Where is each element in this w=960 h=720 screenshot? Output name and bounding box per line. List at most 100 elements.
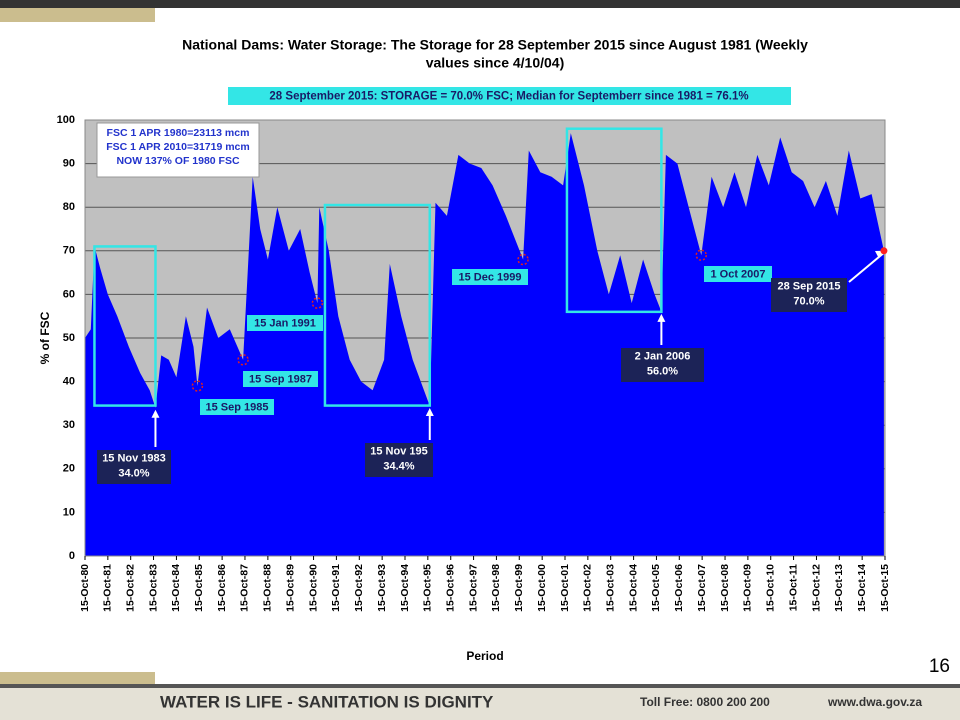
annotation-arrow bbox=[848, 252, 885, 283]
footer-text: WATER IS LIFE - SANITATION IS DIGNITY bbox=[160, 692, 494, 711]
plot-border bbox=[84, 119, 886, 557]
x-tick-label: 15-Oct-82 bbox=[124, 564, 136, 612]
annotation-box bbox=[365, 443, 433, 477]
annotation-box bbox=[247, 315, 323, 331]
annotation-text: 70.0% bbox=[793, 295, 824, 307]
x-tick-label: 15-Oct-91 bbox=[330, 564, 342, 612]
annotation-box bbox=[200, 399, 274, 415]
info-text: NOW 137% OF 1980 FSC bbox=[116, 155, 240, 167]
annotation-marker bbox=[237, 354, 249, 366]
decor bbox=[0, 8, 155, 22]
y-tick-label: 10 bbox=[63, 506, 75, 518]
toll-free: Toll Free: 0800 200 200 bbox=[640, 695, 770, 709]
annotation-box bbox=[452, 269, 528, 285]
y-tick-label: 90 bbox=[63, 158, 75, 170]
annotation-text: 15 Jan 1991 bbox=[254, 317, 316, 329]
x-tick-label: 15-Oct-12 bbox=[810, 564, 822, 612]
arrow-head bbox=[657, 313, 666, 322]
annotation-text: 2 Jan 2006 bbox=[635, 350, 691, 362]
footer-line bbox=[0, 684, 960, 688]
annotation-text: 34.0% bbox=[118, 467, 149, 479]
info-text: FSC 1 APR 1980=23113 mcm bbox=[107, 127, 250, 139]
x-tick-label: 15-Oct-99 bbox=[513, 564, 525, 612]
y-axis-label: % of FSC bbox=[38, 311, 52, 364]
x-tick-label: 15-Oct-81 bbox=[102, 564, 114, 612]
x-tick-label: 15-Oct-10 bbox=[765, 564, 777, 612]
x-tick-label: 15-Oct-80 bbox=[79, 564, 91, 612]
y-tick-label: 0 bbox=[69, 550, 75, 562]
top-bar bbox=[0, 0, 960, 8]
chart-title: values since 4/10/04) bbox=[426, 55, 565, 71]
annotation-marker bbox=[311, 297, 324, 309]
highlight-box bbox=[323, 203, 432, 407]
arrow-head bbox=[425, 408, 434, 417]
x-tick-label: 15-Oct-93 bbox=[376, 564, 388, 612]
x-tick-label: 15-Oct-94 bbox=[399, 564, 411, 612]
x-tick-label: 15-Oct-01 bbox=[559, 564, 571, 612]
annotation-box bbox=[243, 371, 318, 387]
annotation-box bbox=[704, 266, 772, 282]
x-tick-label: 15-Oct-09 bbox=[742, 564, 754, 612]
x-tick-label: 15-Oct-85 bbox=[193, 564, 205, 612]
annotation-text: 15 Sep 1985 bbox=[206, 401, 269, 413]
y-tick-label: 60 bbox=[63, 288, 75, 300]
footer-bar bbox=[0, 684, 960, 720]
page-number: 16 bbox=[929, 656, 950, 677]
annotation-box bbox=[621, 348, 704, 382]
x-tick-label: 15-Oct-95 bbox=[422, 564, 434, 612]
annotation-marker bbox=[191, 380, 204, 392]
highlight-box bbox=[565, 127, 663, 314]
y-tick-label: 40 bbox=[63, 376, 75, 388]
y-tick-label: 70 bbox=[63, 245, 75, 257]
x-tick-label: 15-Oct-83 bbox=[147, 564, 159, 612]
annotation-box bbox=[97, 450, 171, 484]
decor bbox=[0, 672, 155, 684]
x-tick-label: 15-Oct-96 bbox=[445, 564, 457, 612]
x-tick-label: 15-Oct-05 bbox=[650, 564, 662, 612]
x-tick-label: 15-Oct-88 bbox=[262, 564, 274, 612]
annotation-box bbox=[771, 278, 847, 312]
x-tick-label: 15-Oct-08 bbox=[719, 564, 731, 612]
x-tick-label: 15-Oct-87 bbox=[239, 564, 251, 612]
end-point bbox=[880, 247, 888, 255]
annotation-marker bbox=[517, 253, 529, 266]
x-tick-label: 15-Oct-92 bbox=[353, 564, 365, 612]
x-axis-label: Period bbox=[466, 649, 503, 663]
x-tick-label: 15-Oct-07 bbox=[696, 564, 708, 612]
x-tick-label: 15-Oct-02 bbox=[582, 564, 594, 612]
subtitle-box bbox=[228, 87, 791, 105]
annotation-text: 56.0% bbox=[647, 365, 678, 377]
highlight-box bbox=[93, 245, 157, 407]
x-tick-label: 15-Oct-14 bbox=[856, 564, 868, 612]
y-tick-label: 20 bbox=[63, 463, 75, 475]
annotation-marker bbox=[695, 249, 708, 261]
info-box bbox=[96, 122, 260, 178]
x-tick-label: 15-Oct-86 bbox=[216, 564, 228, 612]
info-text: FSC 1 APR 2010=31719 mcm bbox=[106, 141, 250, 153]
x-tick-label: 15-Oct-13 bbox=[833, 564, 845, 612]
annotation-text: 34.4% bbox=[383, 460, 414, 472]
website: www.dwa.gov.za bbox=[827, 695, 922, 709]
arrow-head bbox=[151, 409, 160, 418]
chart-title: National Dams: Water Storage: The Storag… bbox=[182, 37, 808, 53]
x-tick-label: 15-Oct-06 bbox=[673, 564, 685, 612]
y-tick-label: 50 bbox=[63, 332, 75, 344]
annotation-text: 15 Nov 1983 bbox=[102, 452, 166, 464]
annotation-text: 28 Sep 2015 bbox=[778, 280, 841, 292]
chart: National Dams: Water Storage: The Storag… bbox=[38, 37, 891, 663]
y-tick-label: 100 bbox=[57, 114, 75, 126]
subtitle: 28 September 2015: STORAGE = 70.0% FSC; … bbox=[269, 91, 748, 103]
annotation-text: 15 Sep 1987 bbox=[249, 373, 312, 385]
annotation-text: 1 Oct 2007 bbox=[710, 268, 765, 280]
x-tick-label: 15-Oct-89 bbox=[284, 564, 296, 612]
x-tick-label: 15-Oct-03 bbox=[604, 564, 616, 612]
x-tick-label: 15-Oct-90 bbox=[307, 564, 319, 612]
x-tick-label: 15-Oct-04 bbox=[627, 564, 639, 612]
x-tick-label: 15-Oct-97 bbox=[467, 564, 479, 612]
annotation-text: 15 Nov 195 bbox=[370, 445, 427, 457]
x-tick-label: 15-Oct-98 bbox=[490, 564, 502, 612]
x-tick-label: 15-Oct-11 bbox=[787, 564, 799, 611]
y-tick-label: 30 bbox=[63, 419, 75, 431]
y-tick-label: 80 bbox=[63, 201, 75, 213]
